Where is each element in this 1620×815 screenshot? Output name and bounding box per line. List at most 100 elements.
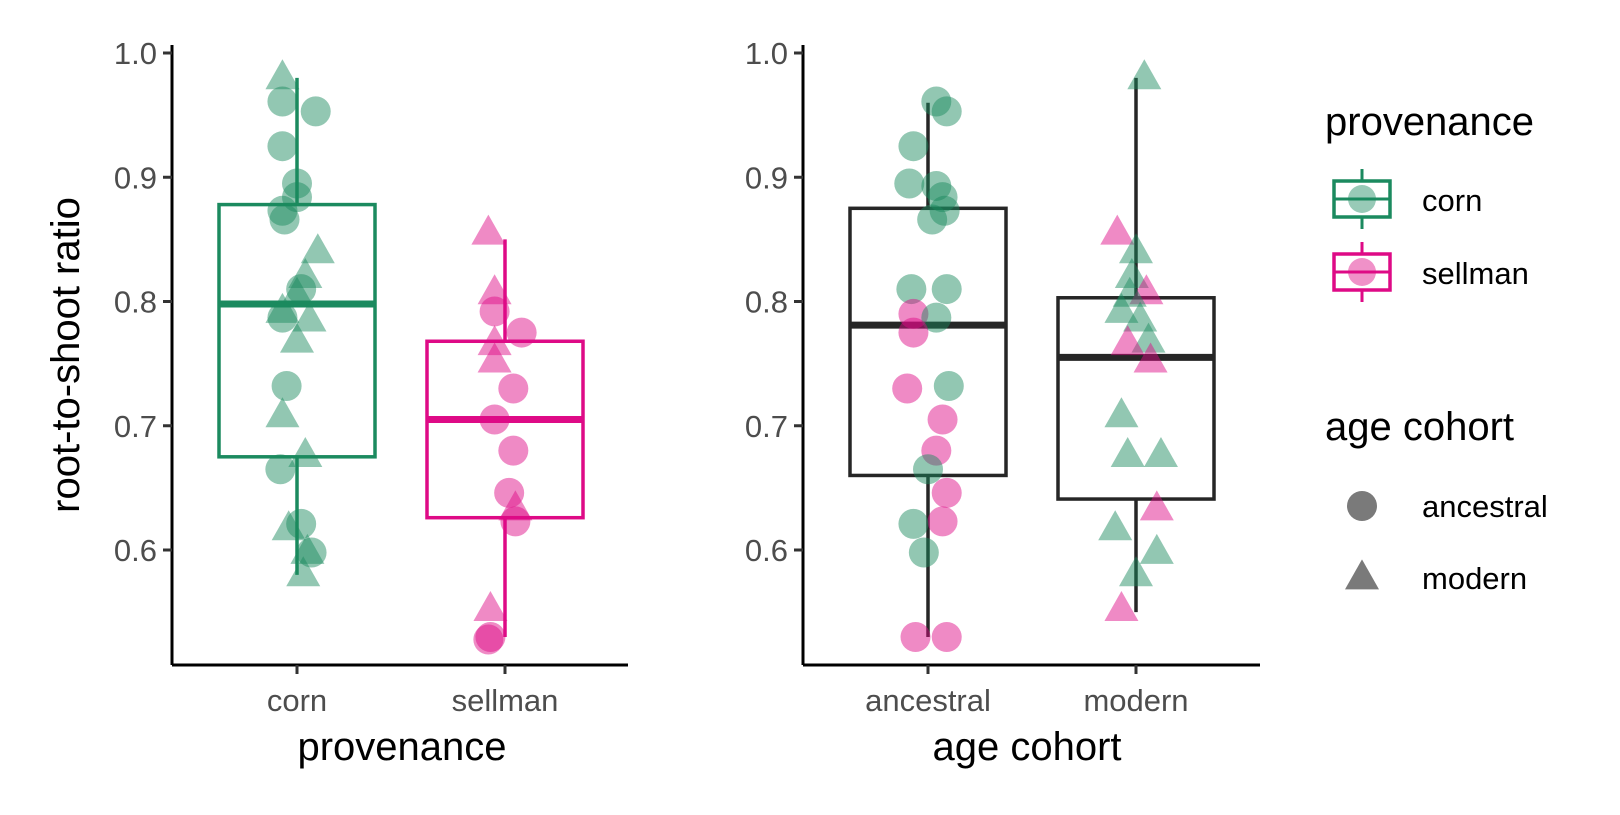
data-point: [1112, 276, 1147, 307]
data-point: [894, 168, 925, 199]
data-point: [271, 370, 302, 401]
data-point: [933, 370, 964, 401]
data-point: [500, 506, 531, 537]
data-point: [479, 296, 510, 327]
data-point: [286, 274, 317, 305]
data-point: [1129, 274, 1164, 305]
y-tick-label: 0.6: [745, 533, 788, 568]
x-tick-label: sellman: [452, 683, 559, 718]
y-tick-label: 0.7: [745, 409, 788, 444]
data-point: [477, 274, 512, 305]
data-point: [1104, 591, 1139, 622]
y-tick-label: 1.0: [114, 36, 157, 71]
data-point: [898, 131, 929, 162]
data-point: [1139, 490, 1174, 521]
data-point: [1104, 292, 1139, 323]
legend-key-point: [1348, 185, 1376, 213]
data-point: [898, 298, 929, 329]
box-ancestral: [848, 206, 1008, 478]
y-tick-label: 0.8: [114, 285, 157, 320]
data-point: [1131, 322, 1166, 353]
data-point: [475, 621, 506, 652]
x-tick-label: ancestral: [865, 683, 991, 718]
data-point: [898, 317, 929, 348]
data-point: [921, 435, 952, 466]
data-point: [1119, 233, 1153, 264]
data-point: [282, 182, 312, 213]
panel-provenance: 0.6 0.7 0.8 0.9 1.0 corn sellman provenance r…: [44, 36, 628, 769]
y-tick-label: 1.0: [745, 36, 788, 71]
data-point: [913, 454, 943, 485]
data-point: [931, 96, 962, 127]
y-tick-label: 0.7: [114, 409, 157, 444]
data-point: [494, 477, 525, 508]
legend-label-ancestral: ancestral: [1422, 489, 1548, 524]
data-point: [477, 325, 512, 356]
data-point: [927, 404, 958, 435]
boxplots: [217, 77, 585, 637]
data-point: [898, 508, 929, 539]
data-point: [477, 342, 512, 373]
data-point: [498, 373, 529, 404]
data-point: [286, 508, 317, 539]
data-point: [282, 168, 312, 199]
legend-key-point: [1348, 258, 1376, 286]
data-point: [1100, 214, 1135, 245]
data-point: [1123, 301, 1158, 332]
data-point: [1110, 325, 1145, 356]
data-point: [296, 537, 327, 568]
data-point: [896, 274, 927, 305]
data-point: [1110, 436, 1145, 467]
y-axis-title: root-to-shoot ratio: [44, 197, 88, 513]
data-point: [267, 302, 298, 333]
data-point: [498, 490, 533, 521]
legend-label-modern: modern: [1422, 561, 1527, 596]
x-tick-label: modern: [1083, 683, 1188, 718]
data-point: [929, 195, 960, 226]
data-point: [267, 195, 298, 226]
y-tick-label: 0.6: [114, 533, 157, 568]
data-point: [265, 59, 300, 90]
x-axis: corn sellman: [172, 663, 628, 718]
data-point: [1127, 59, 1162, 90]
points: [892, 59, 1178, 652]
data-point: [1143, 436, 1178, 467]
data-point: [1114, 258, 1149, 289]
legend-title-provenance: provenance: [1325, 100, 1534, 144]
data-point: [280, 276, 314, 307]
data-point: [300, 96, 331, 127]
data-point: [271, 510, 306, 541]
data-point: [265, 292, 300, 323]
data-point: [1098, 510, 1133, 541]
data-point: [917, 204, 948, 235]
data-point: [931, 477, 962, 508]
data-point: [473, 591, 508, 622]
data-point: [473, 624, 504, 655]
legend: provenance corn sellman age cohort ances…: [1325, 100, 1548, 596]
panel-age-cohort: 0.6 0.7 0.8 0.9 1.0 ancestral modern age coho…: [745, 36, 1260, 769]
boxplots: [848, 77, 1216, 637]
data-point: [286, 556, 321, 587]
data-point: [479, 404, 510, 435]
data-point: [921, 302, 952, 333]
legend-title-age-cohort: age cohort: [1325, 405, 1514, 449]
data-point: [1119, 556, 1153, 587]
data-point: [1139, 533, 1174, 564]
data-point: [921, 170, 952, 201]
legend-label-sellman: sellman: [1422, 256, 1529, 291]
legend-keys-provenance: [1332, 169, 1392, 302]
x-axis: ancestral modern: [803, 663, 1260, 718]
data-point: [292, 301, 327, 332]
data-point: [900, 621, 931, 652]
data-point: [290, 533, 325, 564]
points: [265, 59, 537, 655]
data-point: [288, 258, 323, 289]
box-corn: [217, 202, 377, 459]
data-point: [931, 274, 962, 305]
data-point: [288, 436, 323, 467]
data-point: [892, 373, 923, 404]
data-point: [1104, 397, 1139, 428]
data-point: [269, 204, 300, 235]
